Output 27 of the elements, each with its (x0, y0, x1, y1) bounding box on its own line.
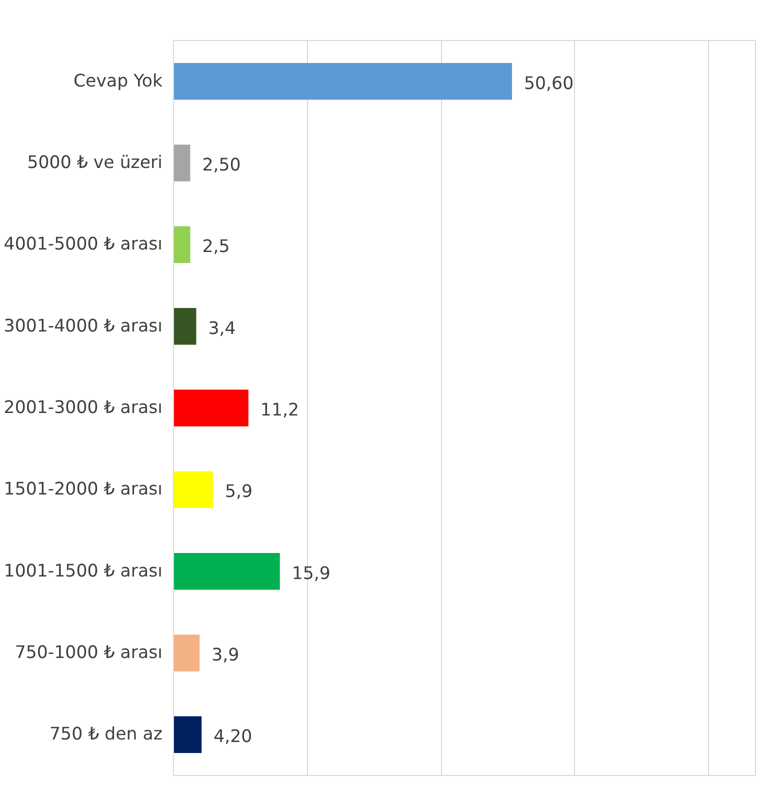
bar (174, 634, 200, 672)
y-tick-label: Cevap Yok (73, 71, 162, 92)
y-tick-label: 750 ₺ den az (50, 724, 163, 745)
y-tick-label: 5000 ₺ ve üzeri (27, 153, 163, 173)
data-label: 50,60 (524, 74, 574, 94)
data-label: 11,2 (260, 400, 300, 420)
data-label: 2,5 (202, 237, 230, 258)
y-tick-label: 2001-3000 ₺ arası (4, 398, 163, 418)
bar (174, 226, 190, 264)
y-tick-label: 4001-5000 ₺ arası (4, 234, 163, 255)
y-tick-label: 3001-4000 ₺ arası (4, 316, 163, 336)
bar (174, 144, 190, 182)
bar (174, 471, 213, 508)
y-tick-label: 1501-2000 ₺ arası (4, 480, 163, 500)
data-label: 15,9 (292, 564, 330, 584)
y-tick-label: 1001-1500 ₺ arası (4, 561, 163, 582)
bar (174, 716, 202, 754)
data-label: 3,9 (212, 646, 240, 666)
data-label: 5,9 (224, 482, 253, 502)
data-label: 4,20 (214, 727, 252, 748)
bar (174, 62, 512, 100)
bar (174, 390, 248, 426)
y-tick-label: 750-1000 ₺ arası (14, 643, 162, 663)
bar (174, 308, 196, 345)
bar (174, 552, 280, 590)
data-label: 2,50 (202, 156, 241, 176)
data-label: 3,4 (208, 318, 236, 339)
